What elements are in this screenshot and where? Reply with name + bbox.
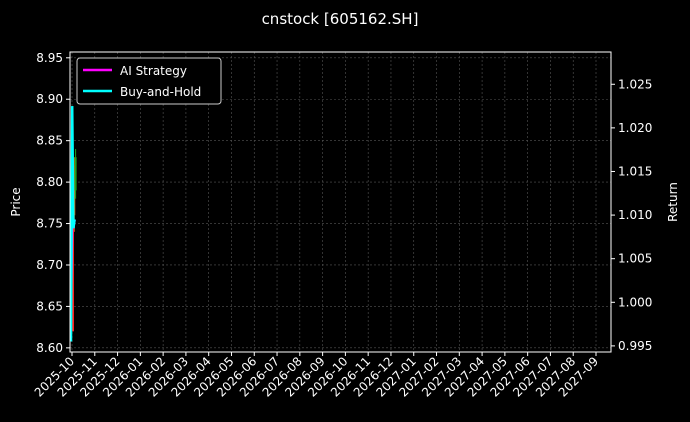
y-tick-label: 8.90: [36, 92, 63, 106]
candle-body: [73, 165, 76, 216]
y-tick-label: 8.75: [36, 217, 63, 231]
candle-body: [74, 157, 77, 191]
y-tick-label: 8.95: [36, 51, 63, 65]
y2-axis-label: Return: [666, 182, 680, 222]
chart-title: cnstock [605162.SH]: [262, 10, 419, 28]
y-axis-label: Price: [9, 187, 23, 216]
y2-tick-label: 0.995: [618, 339, 652, 353]
y2-tick-label: 1.000: [618, 295, 652, 309]
y2-tick-label: 1.005: [618, 252, 652, 266]
legend: AI Strategy Buy-and-Hold: [76, 57, 222, 105]
y2-tick-label: 1.010: [618, 208, 652, 222]
y-tick-label: 8.85: [36, 134, 63, 148]
y-tick-label: 8.70: [36, 258, 63, 272]
series-line-buy-and-hold: [69, 106, 76, 342]
candle-body: [72, 190, 74, 332]
plot-frame: [69, 51, 612, 353]
y2-tick-label: 1.020: [618, 121, 652, 135]
legend-label-buy-and-hold: Buy-and-Hold: [120, 85, 201, 99]
legend-label-ai-strategy: AI Strategy: [120, 64, 187, 78]
y2-tick-label: 1.025: [618, 77, 652, 91]
legend-box: [76, 57, 222, 105]
y2-tick-label: 1.015: [618, 164, 652, 178]
y-tick-label: 8.80: [36, 175, 63, 189]
y-tick-label: 8.60: [36, 341, 63, 355]
y-tick-label: 8.65: [36, 299, 63, 313]
